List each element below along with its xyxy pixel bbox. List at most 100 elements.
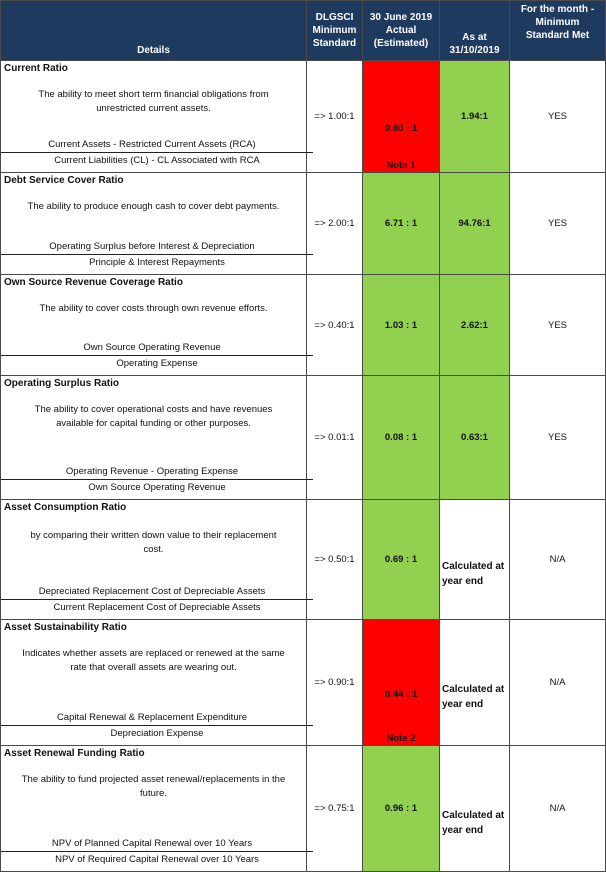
ratio-asat: Calculated at year end xyxy=(439,619,510,746)
ratio-asat: Calculated at year end xyxy=(439,499,510,620)
ratio-actual-value: 0.96 : 1 xyxy=(384,803,418,814)
ratio-description: The ability to produce enough cash to co… xyxy=(1,200,306,214)
ratio-details-cell: Debt Service Cover Ratio The ability to p… xyxy=(0,172,313,275)
ratio-details-cell: Own Source Revenue Coverage Ratio The abi… xyxy=(0,274,313,376)
ratio-description-line: Indicates whether assets are replaced or… xyxy=(22,648,285,659)
ratio-note: Note 2 xyxy=(386,733,416,744)
ratio-description-line: rate that overall assets are wearing out… xyxy=(70,662,237,673)
ratio-description-line: by comparing their written down value to… xyxy=(30,530,277,541)
ratio-actual-value: 6.71 : 1 xyxy=(384,218,418,229)
ratio-standard-met: YES xyxy=(509,274,606,376)
ratio-title: Asset Consumption Ratio xyxy=(4,502,127,513)
ratio-asat: 0.63:1 xyxy=(439,375,510,500)
ratio-actual: 6.71 : 1 xyxy=(362,172,440,275)
ratio-actual: 1.03 : 1 xyxy=(362,274,440,376)
ratio-denominator: NPV of Required Capital Renewal over 10 … xyxy=(1,851,313,867)
ratio-denominator: Current Liabilities (CL) - CL Associated… xyxy=(1,152,313,168)
ratio-asat: Calculated at year end xyxy=(439,745,510,872)
ratio-numerator: Capital Renewal & Replacement Expenditur… xyxy=(56,712,248,723)
ratio-denominator: Operating Expense xyxy=(1,355,313,371)
ratio-standard-met: YES xyxy=(509,60,606,173)
header-asat-line: As at xyxy=(462,32,487,43)
ratio-numerator: Current Assets - Restricted Current Asse… xyxy=(48,139,256,150)
ratio-title: Current Ratio xyxy=(4,63,68,74)
ratio-details-cell: Current Ratio The ability to meet short t… xyxy=(0,60,313,173)
ratio-title: Debt Service Cover Ratio xyxy=(4,175,124,186)
ratio-row: Debt Service Cover Ratio The ability to p… xyxy=(0,172,606,275)
ratio-description-line: available for capital funding or other p… xyxy=(56,418,251,429)
ratio-numerator: Operating Surplus before Interest & Depr… xyxy=(49,241,255,252)
ratio-formula: Own Source Operating Revenue Operating Ex… xyxy=(1,340,313,371)
header-standard: DLGSCI Minimum Standard xyxy=(306,0,363,61)
ratio-row: Asset Sustainability Ratio Indicates whet… xyxy=(0,619,606,746)
ratio-standard: => 1.00:1 xyxy=(306,60,363,173)
header-actual: 30 June 2019 Actual (Estimated) xyxy=(362,0,440,61)
ratio-actual-value: 0.80 : 1 xyxy=(384,123,418,134)
ratio-row: Asset Consumption Ratio by comparing thei… xyxy=(0,499,606,620)
header-actual-line: (Estimated) xyxy=(373,38,429,49)
ratio-description: The ability to fund projected asset rene… xyxy=(1,773,306,801)
ratio-numerator: Own Source Operating Revenue xyxy=(83,342,221,353)
ratio-standard: => 0.75:1 xyxy=(306,745,363,872)
ratio-description-line: future. xyxy=(140,788,167,799)
ratio-actual-value: 1.03 : 1 xyxy=(384,319,418,331)
ratio-denominator: Current Replacement Cost of Depreciable … xyxy=(1,599,313,615)
ratio-title: Asset Sustainability Ratio xyxy=(4,622,127,633)
ratio-standard-met: YES xyxy=(509,172,606,275)
ratio-details-cell: Asset Renewal Funding Ratio The ability t… xyxy=(0,745,313,872)
ratio-title: Own Source Revenue Coverage Ratio xyxy=(4,277,183,288)
ratio-standard: => 0.90:1 xyxy=(306,619,363,746)
header-details: Details xyxy=(0,0,307,61)
ratio-standard-met: N/A xyxy=(509,745,606,872)
ratio-body: Current Ratio The ability to meet short t… xyxy=(0,60,606,872)
header-standard-line: Standard xyxy=(312,38,357,49)
ratio-description-line: The ability to produce enough cash to co… xyxy=(27,201,280,212)
ratio-description: The ability to cover operational costs a… xyxy=(1,403,306,431)
ratio-formula: NPV of Planned Capital Renewal over 10 Y… xyxy=(1,836,313,867)
ratio-numerator: Depreciated Replacement Cost of Deprecia… xyxy=(38,586,266,597)
header-standard-line: Minimum xyxy=(312,25,357,36)
ratio-asat: 1.94:1 xyxy=(439,60,510,173)
ratio-formula: Capital Renewal & Replacement Expenditur… xyxy=(1,710,313,741)
ratio-denominator: Depreciation Expense xyxy=(1,725,313,741)
header-met-line: Minimum xyxy=(535,17,580,28)
ratio-description: The ability to cover costs through own r… xyxy=(1,302,306,316)
ratio-asat: 94.76:1 xyxy=(439,172,510,275)
ratio-standard-met: N/A xyxy=(509,499,606,620)
ratio-description-line: The ability to cover costs through own r… xyxy=(39,303,268,314)
header-actual-line: Actual xyxy=(385,25,417,36)
ratio-note: Note 1 xyxy=(386,160,416,171)
header-met-line: Standard Met xyxy=(525,30,590,41)
ratio-numerator: Operating Revenue - Operating Expense xyxy=(65,466,239,477)
ratio-formula: Operating Surplus before Interest & Depr… xyxy=(1,239,313,270)
ratio-description-line: The ability to meet short term financial… xyxy=(38,89,269,100)
ratio-standard: => 0.50:1 xyxy=(306,499,363,620)
ratio-standard: => 0.01:1 xyxy=(306,375,363,500)
ratio-actual: 0.69 : 1 xyxy=(362,499,440,620)
header-met: For the month - Minimum Standard Met xyxy=(509,0,606,61)
ratio-formula: Depreciated Replacement Cost of Deprecia… xyxy=(1,584,313,615)
ratio-description: Indicates whether assets are replaced or… xyxy=(1,647,306,675)
ratio-standard: => 0.40:1 xyxy=(306,274,363,376)
ratio-description-line: unrestricted current assets. xyxy=(96,103,211,114)
ratio-actual: 0.44 : 1 Note 2 xyxy=(362,619,440,746)
ratio-actual: 0.96 : 1 xyxy=(362,745,440,872)
header-row: Details DLGSCI Minimum Standard 30 June … xyxy=(0,0,606,61)
ratio-standard-met: YES xyxy=(509,375,606,500)
ratio-description: The ability to meet short term financial… xyxy=(1,88,306,116)
ratio-row: Own Source Revenue Coverage Ratio The abi… xyxy=(0,274,606,376)
ratio-row: Current Ratio The ability to meet short t… xyxy=(0,60,606,173)
ratio-actual: 0.80 : 1 Note 1 xyxy=(362,60,440,173)
ratio-actual: 0.08 : 1 xyxy=(362,375,440,500)
header-asat: As at 31/10/2019 xyxy=(439,0,510,61)
ratio-description-line: cost. xyxy=(143,544,164,555)
header-actual-line: 30 June 2019 xyxy=(369,12,433,23)
header-met-line: For the month - xyxy=(520,4,595,15)
ratio-denominator: Own Source Operating Revenue xyxy=(1,479,313,495)
ratio-details-cell: Operating Surplus Ratio The ability to co… xyxy=(0,375,313,500)
ratio-details-cell: Asset Consumption Ratio by comparing thei… xyxy=(0,499,313,620)
ratio-actual-value: 0.08 : 1 xyxy=(384,432,418,443)
ratio-description: by comparing their written down value to… xyxy=(1,529,306,557)
ratio-denominator: Principle & Interest Repayments xyxy=(1,254,313,270)
